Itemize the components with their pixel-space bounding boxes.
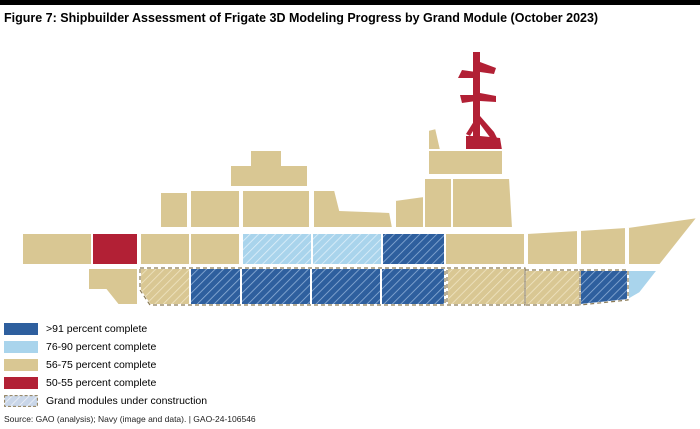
figure-title: Figure 7: Shipbuilder Assessment of Frig… (4, 11, 599, 25)
legend-label: Grand modules under construction (46, 395, 208, 407)
legend-item-construction: Grand modules under construction (4, 392, 207, 410)
legend-item-50-55: 50-55 percent complete (4, 374, 207, 392)
legend-swatch-construction (4, 395, 38, 407)
construction-outlines (139, 267, 629, 306)
legend-swatch-over-91 (4, 323, 38, 335)
legend-item-76-90: 76-90 percent complete (4, 338, 207, 356)
legend-swatch-56-75 (4, 359, 38, 371)
legend-swatch-50-55 (4, 377, 38, 389)
top-rule (0, 0, 700, 5)
legend-label: >91 percent complete (46, 323, 148, 335)
legend-label: 76-90 percent complete (46, 341, 157, 353)
mast (458, 52, 502, 150)
superstructure (159, 126, 515, 229)
legend-label: 56-75 percent complete (46, 359, 157, 371)
legend-swatch-76-90 (4, 341, 38, 353)
legend-item-56-75: 56-75 percent complete (4, 356, 207, 374)
source-note: Source: GAO (analysis); Navy (image and … (4, 414, 256, 424)
lower-hull-row (87, 267, 661, 307)
legend-label: 50-55 percent complete (46, 377, 157, 389)
upper-hull-row (21, 215, 700, 266)
legend-item-over-91: >91 percent complete (4, 320, 207, 338)
legend: >91 percent complete 76-90 percent compl… (4, 320, 207, 410)
